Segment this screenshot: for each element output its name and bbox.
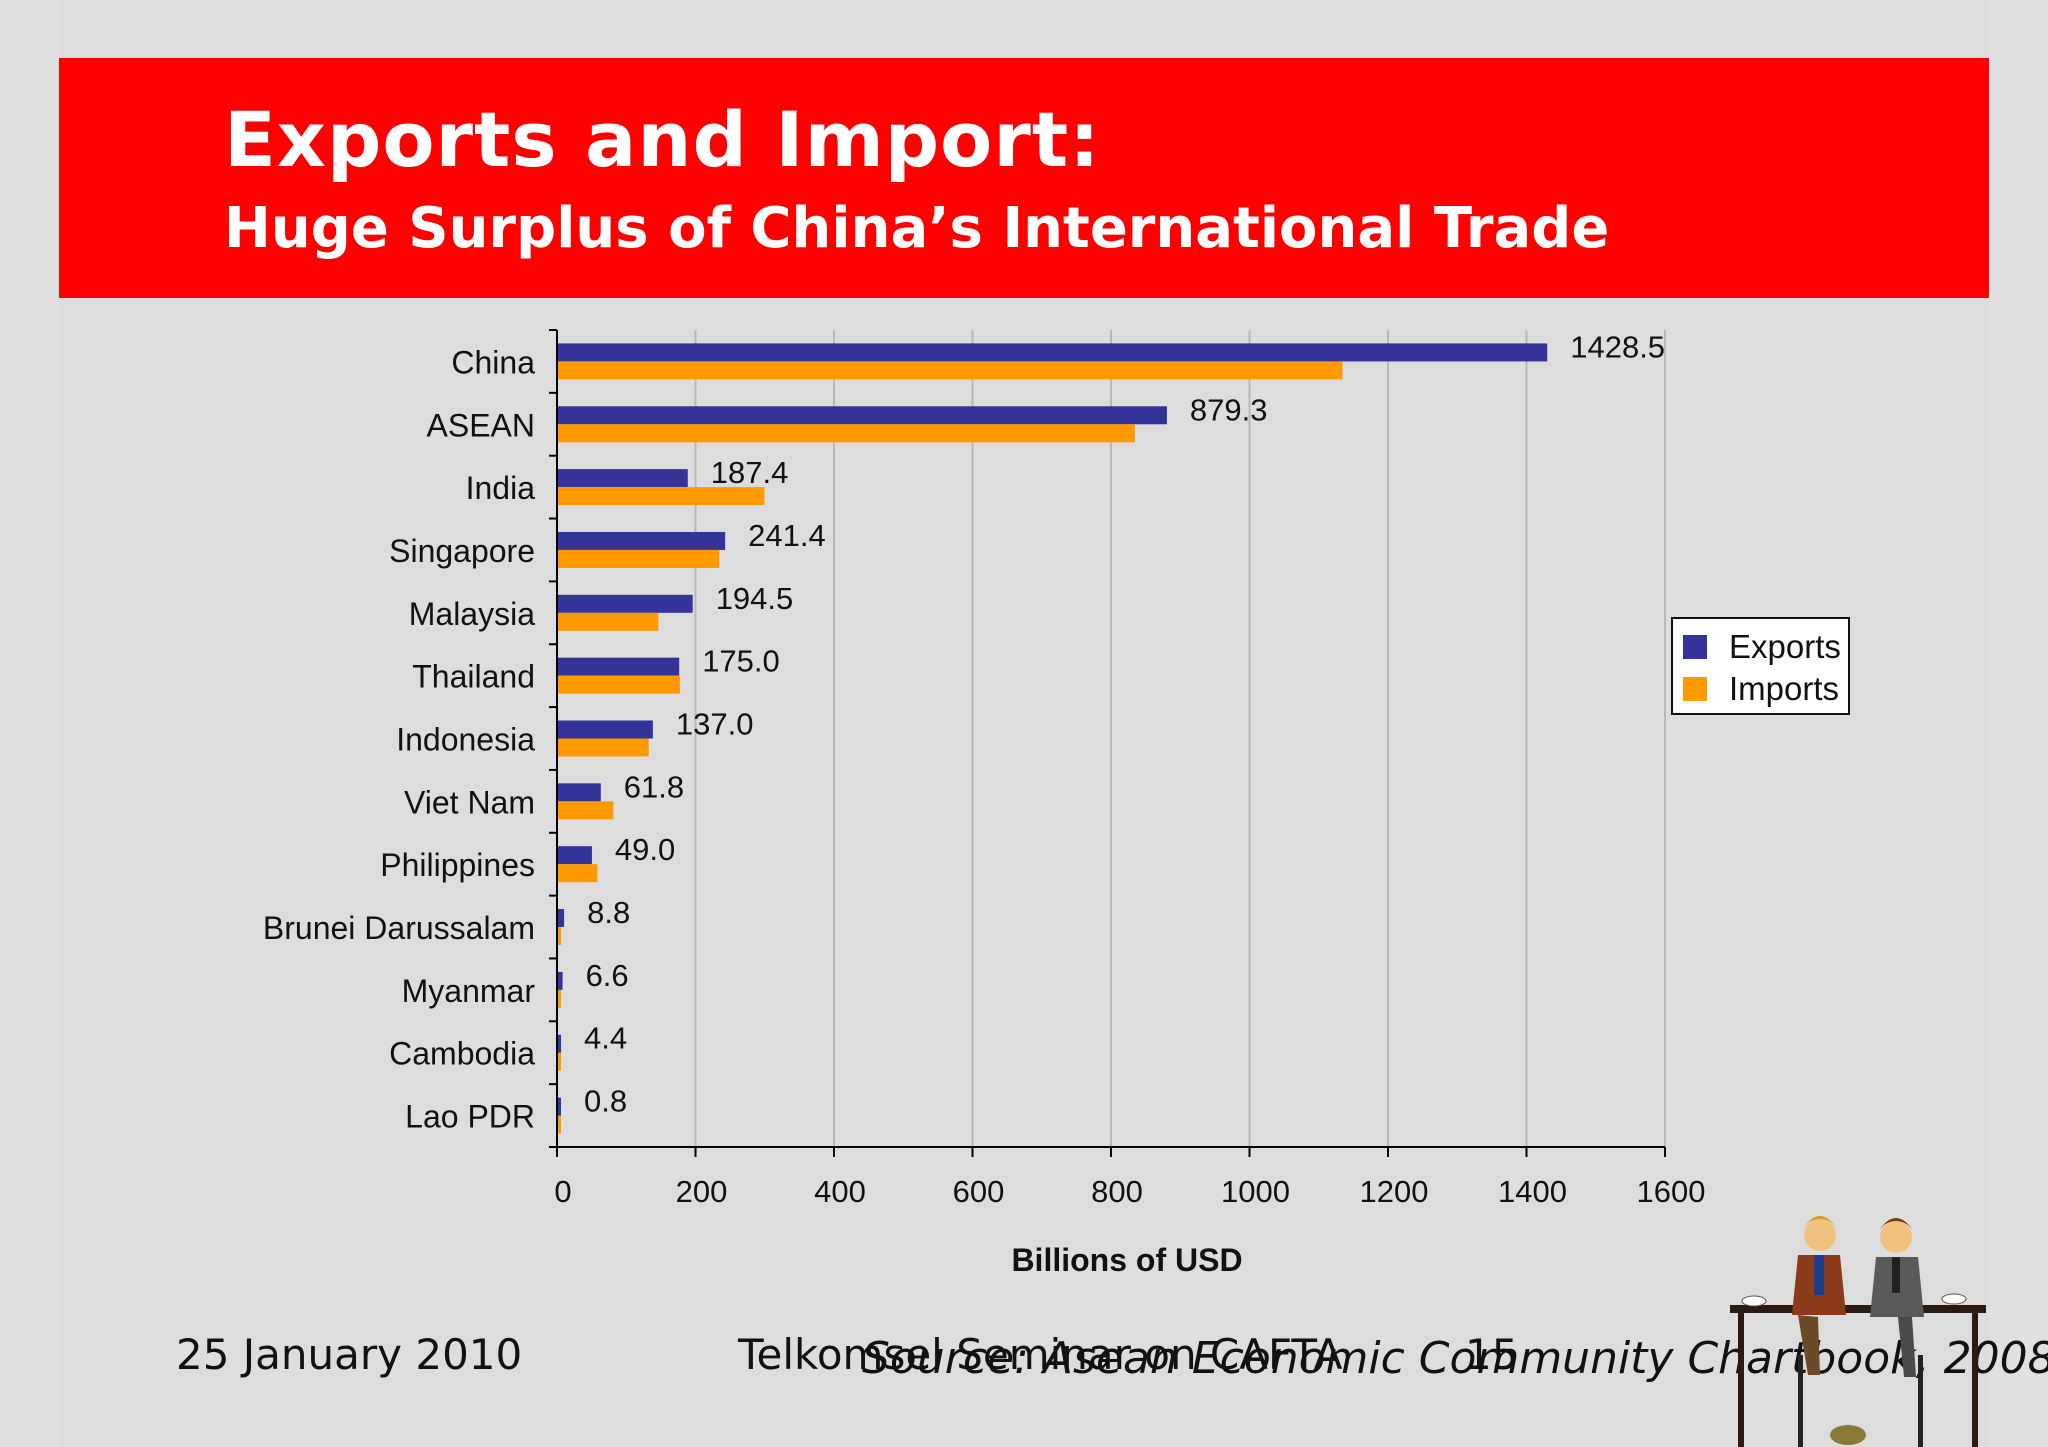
bar-exports bbox=[558, 531, 726, 550]
legend-swatch-exports bbox=[1683, 635, 1707, 659]
category-label: Lao PDR bbox=[405, 1099, 535, 1135]
data-label: 187.4 bbox=[711, 455, 789, 490]
bar-exports bbox=[558, 1097, 561, 1116]
bar-imports bbox=[558, 1115, 561, 1134]
bar-imports bbox=[558, 487, 765, 506]
data-label: 137.0 bbox=[676, 707, 754, 742]
bar-exports bbox=[558, 469, 688, 488]
bar-imports bbox=[558, 927, 561, 946]
bar-exports bbox=[558, 657, 680, 676]
data-label: 8.8 bbox=[587, 895, 630, 930]
chart-legend: Exports Imports bbox=[1671, 617, 1850, 715]
x-tick-label: 400 bbox=[814, 1174, 866, 1209]
bar-imports bbox=[558, 864, 598, 883]
x-tick-label: 600 bbox=[953, 1174, 1005, 1209]
category-label: China bbox=[451, 344, 535, 380]
bar-imports bbox=[558, 738, 649, 757]
data-label: 194.5 bbox=[716, 581, 794, 616]
category-label: Singapore bbox=[389, 533, 535, 569]
category-label: Thailand bbox=[412, 659, 535, 695]
category-label: Indonesia bbox=[396, 722, 535, 758]
category-label: Myanmar bbox=[402, 973, 536, 1009]
slide-subtitle: Huge Surplus of China’s International Tr… bbox=[224, 196, 1610, 261]
chart-labels: 0 200 400 600 800 1000 1200 1400 1600 China 1428.5… bbox=[263, 329, 1706, 1278]
bar-exports bbox=[558, 1034, 562, 1053]
x-tick-label: 1000 bbox=[1221, 1174, 1290, 1209]
data-label: 61.8 bbox=[624, 769, 684, 804]
data-label: 6.6 bbox=[586, 958, 629, 993]
x-tick-label: 800 bbox=[1091, 1174, 1143, 1209]
bar-imports bbox=[558, 424, 1135, 443]
bar-exports bbox=[558, 406, 1167, 425]
x-axis-title: Billions of USD bbox=[1011, 1242, 1242, 1278]
bar-imports bbox=[558, 612, 659, 631]
x-tick-label: 1200 bbox=[1360, 1174, 1429, 1209]
bar-imports bbox=[558, 801, 614, 820]
bar-exports bbox=[558, 783, 601, 802]
footer-date: 25 January 2010 bbox=[176, 1330, 523, 1379]
data-label: 175.0 bbox=[702, 644, 780, 679]
footer-event: Telkomsel Seminar on CAFTA bbox=[738, 1330, 1343, 1379]
x-tick-label: 1400 bbox=[1498, 1174, 1567, 1209]
bar-exports bbox=[558, 343, 1548, 362]
legend-label-exports: Exports bbox=[1729, 628, 1841, 665]
category-label: Cambodia bbox=[389, 1036, 535, 1072]
bar-exports bbox=[558, 846, 592, 865]
category-label: Malaysia bbox=[409, 596, 535, 632]
category-label: Brunei Darussalam bbox=[263, 910, 535, 946]
category-label: India bbox=[466, 470, 536, 506]
data-label: 1428.5 bbox=[1570, 329, 1665, 364]
legend-item-imports: Imports bbox=[1683, 669, 1839, 709]
data-label: 0.8 bbox=[584, 1084, 627, 1119]
two-men-at-cafe-table-clipart bbox=[1730, 1216, 1986, 1447]
bar-imports bbox=[558, 1052, 561, 1071]
bar-exports bbox=[558, 971, 563, 990]
category-label: Viet Nam bbox=[404, 784, 535, 820]
bar-imports bbox=[558, 361, 1343, 380]
category-label: ASEAN bbox=[427, 407, 535, 443]
chart-axes bbox=[549, 329, 1666, 1157]
data-label: 879.3 bbox=[1190, 392, 1268, 427]
x-tick-label: 1600 bbox=[1637, 1174, 1706, 1209]
bar-imports bbox=[558, 549, 720, 568]
legend-item-exports: Exports bbox=[1683, 627, 1841, 667]
x-tick-label: 0 bbox=[554, 1174, 571, 1209]
bar-imports bbox=[558, 989, 561, 1008]
title-banner bbox=[59, 58, 1989, 298]
x-tick-label: 200 bbox=[676, 1174, 728, 1209]
chart-gridlines bbox=[694, 330, 1666, 1147]
chart-bars bbox=[558, 343, 1548, 1134]
data-label: 4.4 bbox=[584, 1021, 627, 1056]
data-label: 49.0 bbox=[615, 832, 675, 867]
bar-imports bbox=[558, 675, 680, 694]
bar-exports bbox=[558, 909, 565, 928]
data-label: 241.4 bbox=[748, 518, 826, 553]
footer-page-number: 15 bbox=[1465, 1330, 1519, 1379]
slide-title: Exports and Import: bbox=[224, 95, 1101, 184]
bar-exports bbox=[558, 594, 693, 613]
category-label: Philippines bbox=[380, 847, 535, 883]
legend-label-imports: Imports bbox=[1729, 670, 1840, 707]
chart-source-note: Source: Asean Economic Community Chartbo… bbox=[862, 1333, 2048, 1384]
bar-exports bbox=[558, 720, 653, 739]
legend-swatch-imports bbox=[1683, 677, 1707, 701]
